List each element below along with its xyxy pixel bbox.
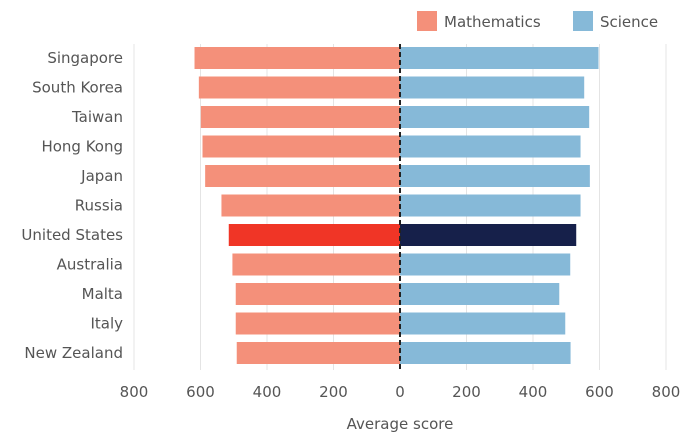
bar-science	[400, 253, 571, 276]
bar-science	[400, 342, 571, 364]
x-tick-label: 0	[395, 383, 405, 401]
bar-science	[400, 165, 590, 187]
category-label: United States	[21, 226, 123, 244]
category-labels: Singapore South Korea Taiwan Hong Kong Japan…	[21, 49, 123, 362]
x-axis-title: Average score	[347, 415, 454, 433]
legend: Mathematics Science	[417, 11, 658, 31]
category-label: Russia	[75, 197, 123, 215]
x-tick-label: 600	[186, 383, 215, 401]
bar-science	[400, 106, 590, 128]
x-tick-label: 800	[652, 383, 681, 401]
x-tick-label: 400	[253, 383, 282, 401]
bar-mathematics	[202, 135, 400, 158]
legend-label: Science	[600, 13, 658, 31]
category-label: Malta	[82, 285, 123, 303]
bar-mathematics	[232, 253, 400, 276]
x-tick-label: 200	[452, 383, 481, 401]
legend-swatch	[573, 11, 593, 31]
x-tick-labels: 800 600 400 200 0 200 400 600 800	[120, 383, 681, 401]
bars	[194, 47, 599, 364]
bar-mathematics	[236, 342, 400, 364]
bar-science	[400, 47, 599, 69]
bar-mathematics	[235, 283, 400, 305]
category-label: New Zealand	[24, 344, 123, 362]
x-tick-label: 600	[585, 383, 614, 401]
bar-science	[400, 224, 577, 246]
bar-science	[400, 135, 581, 158]
bar-mathematics	[221, 194, 400, 217]
x-tick-label: 800	[120, 383, 149, 401]
bar-science	[400, 283, 560, 305]
bar-mathematics	[200, 106, 400, 128]
bar-mathematics	[235, 312, 400, 335]
legend-label: Mathematics	[444, 13, 541, 31]
x-tick-label: 400	[519, 383, 548, 401]
bar-science	[400, 76, 585, 99]
category-label: Hong Kong	[41, 138, 123, 156]
category-label: Singapore	[47, 49, 123, 67]
bar-science	[400, 312, 566, 335]
x-tick-label: 200	[319, 383, 348, 401]
bar-mathematics	[205, 165, 400, 187]
category-label: Australia	[57, 256, 123, 274]
category-label: Taiwan	[71, 108, 123, 126]
legend-swatch	[417, 11, 437, 31]
bar-mathematics	[194, 47, 400, 69]
bar-mathematics	[198, 76, 400, 99]
category-label: Italy	[90, 315, 123, 333]
category-label: Japan	[80, 167, 123, 185]
category-label: South Korea	[32, 79, 123, 97]
bar-science	[400, 194, 581, 217]
bar-mathematics	[228, 224, 400, 246]
